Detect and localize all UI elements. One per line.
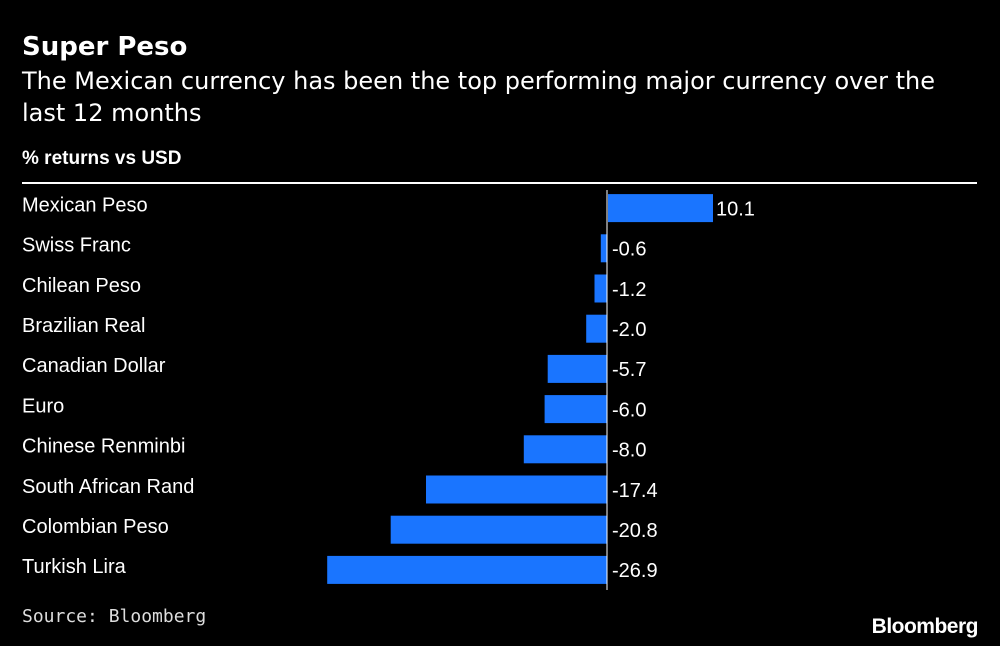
category-label-turkish-lira: Turkish Lira (22, 556, 127, 578)
category-label-euro: Euro (22, 395, 64, 417)
header-rule (22, 182, 977, 184)
source-note: Source: Bloomberg (22, 606, 207, 627)
unit-label: % returns vs USD (22, 148, 182, 169)
bar-chilean-peso (594, 274, 607, 303)
bar-euro (544, 395, 607, 424)
bars-group (327, 194, 713, 584)
value-label-chilean-peso: -1.2 (612, 279, 646, 301)
category-label-south-african-rand: South African Rand (22, 476, 194, 498)
bar-turkish-lira (327, 555, 607, 584)
bar-brazilian-real (586, 314, 607, 343)
bar-colombian-peso (390, 515, 607, 544)
bar-chinese-renminbi (523, 435, 607, 464)
chart-title: Super Peso (22, 32, 188, 62)
bar-south-african-rand (426, 475, 607, 504)
category-label-swiss-franc: Swiss Franc (22, 235, 131, 257)
bar-canadian-dollar (547, 354, 607, 383)
bar-mexican-peso (608, 194, 713, 223)
category-label-mexican-peso: Mexican Peso (22, 194, 148, 216)
category-label-colombian-peso: Colombian Peso (22, 516, 169, 538)
bar-swiss-franc (600, 234, 607, 263)
value-label-colombian-peso: -20.8 (612, 520, 658, 542)
value-label-swiss-franc: -0.6 (612, 239, 646, 261)
category-label-chinese-renminbi: Chinese Renminbi (22, 436, 185, 458)
value-label-canadian-dollar: -5.7 (612, 359, 646, 381)
category-label-canadian-dollar: Canadian Dollar (22, 355, 166, 377)
category-label-chilean-peso: Chilean Peso (22, 275, 141, 297)
value-labels-group: 10.1 -0.6 -1.2 -2.0 -5.7 -6.0 -8.0 -17.4 -20.8 -2… (612, 198, 755, 582)
category-label-brazilian-real: Brazilian Real (22, 315, 145, 337)
value-label-brazilian-real: -2.0 (612, 319, 646, 341)
chart-subtitle: The Mexican currency has been the top pe… (22, 67, 935, 127)
value-label-mexican-peso: 10.1 (716, 198, 755, 220)
value-label-chinese-renminbi: -8.0 (612, 440, 646, 462)
category-labels-group: Mexican Peso Swiss Franc Chilean Peso Brazi… (22, 194, 194, 578)
value-label-south-african-rand: -17.4 (612, 480, 658, 502)
brand-logo: Bloomberg (871, 615, 979, 638)
value-label-euro: -6.0 (612, 399, 646, 421)
value-label-turkish-lira: -26.9 (612, 560, 658, 582)
